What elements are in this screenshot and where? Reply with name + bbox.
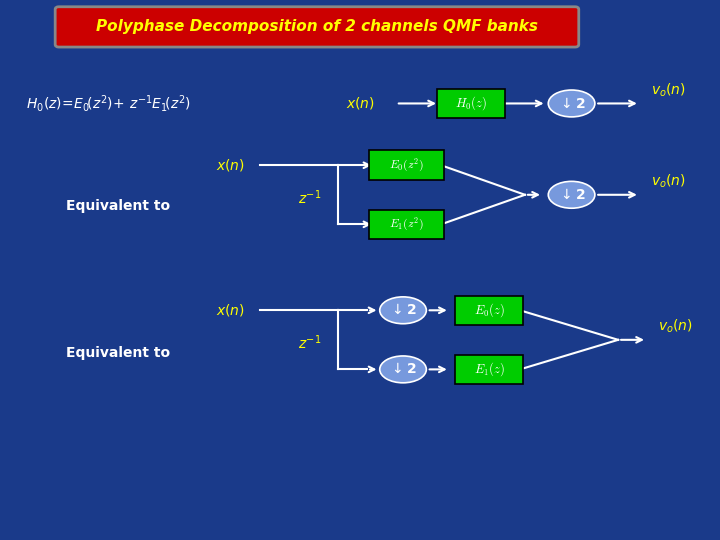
Text: $E_0(z^2)$: $E_0(z^2)$ bbox=[390, 157, 424, 174]
Text: $v_o(n)$: $v_o(n)$ bbox=[651, 173, 686, 190]
Text: $v_o(n)$: $v_o(n)$ bbox=[651, 82, 686, 99]
Text: $x(n)$: $x(n)$ bbox=[346, 96, 374, 111]
Ellipse shape bbox=[548, 181, 595, 208]
Text: $z^{-1}$: $z^{-1}$ bbox=[298, 188, 322, 207]
Text: $x(n)$: $x(n)$ bbox=[217, 302, 246, 318]
Text: $\downarrow$2: $\downarrow$2 bbox=[558, 97, 585, 111]
Text: $\downarrow$2: $\downarrow$2 bbox=[390, 303, 417, 318]
Text: $H_0(z)\!=\!E_0\!\left(z^2\right)\!+\,z^{-1}E_1\!\left(z^2\right)$: $H_0(z)\!=\!E_0\!\left(z^2\right)\!+\,z^… bbox=[27, 93, 192, 114]
Text: $v_o(n)$: $v_o(n)$ bbox=[658, 318, 693, 335]
Ellipse shape bbox=[379, 356, 426, 383]
Text: Equivalent to: Equivalent to bbox=[66, 199, 170, 213]
Text: $H_0(z)$: $H_0(z)$ bbox=[455, 94, 487, 112]
FancyBboxPatch shape bbox=[455, 355, 523, 384]
Text: $E_1(z)$: $E_1(z)$ bbox=[474, 361, 505, 378]
Text: Polyphase Decomposition of 2 channels QMF banks: Polyphase Decomposition of 2 channels QM… bbox=[96, 19, 538, 34]
FancyBboxPatch shape bbox=[369, 210, 444, 239]
Text: $E_0(z)$: $E_0(z)$ bbox=[474, 301, 505, 319]
Ellipse shape bbox=[379, 297, 426, 323]
Text: $z^{-1}$: $z^{-1}$ bbox=[298, 333, 322, 352]
Text: $\downarrow$2: $\downarrow$2 bbox=[390, 362, 417, 376]
FancyBboxPatch shape bbox=[369, 151, 444, 180]
Text: $\downarrow$2: $\downarrow$2 bbox=[558, 188, 585, 202]
Text: $x(n)$: $x(n)$ bbox=[217, 157, 246, 173]
Text: $E_1(z^2)$: $E_1(z^2)$ bbox=[390, 216, 424, 233]
FancyBboxPatch shape bbox=[455, 295, 523, 325]
FancyBboxPatch shape bbox=[437, 89, 505, 118]
Text: Equivalent to: Equivalent to bbox=[66, 346, 170, 360]
Ellipse shape bbox=[548, 90, 595, 117]
FancyBboxPatch shape bbox=[55, 7, 579, 47]
